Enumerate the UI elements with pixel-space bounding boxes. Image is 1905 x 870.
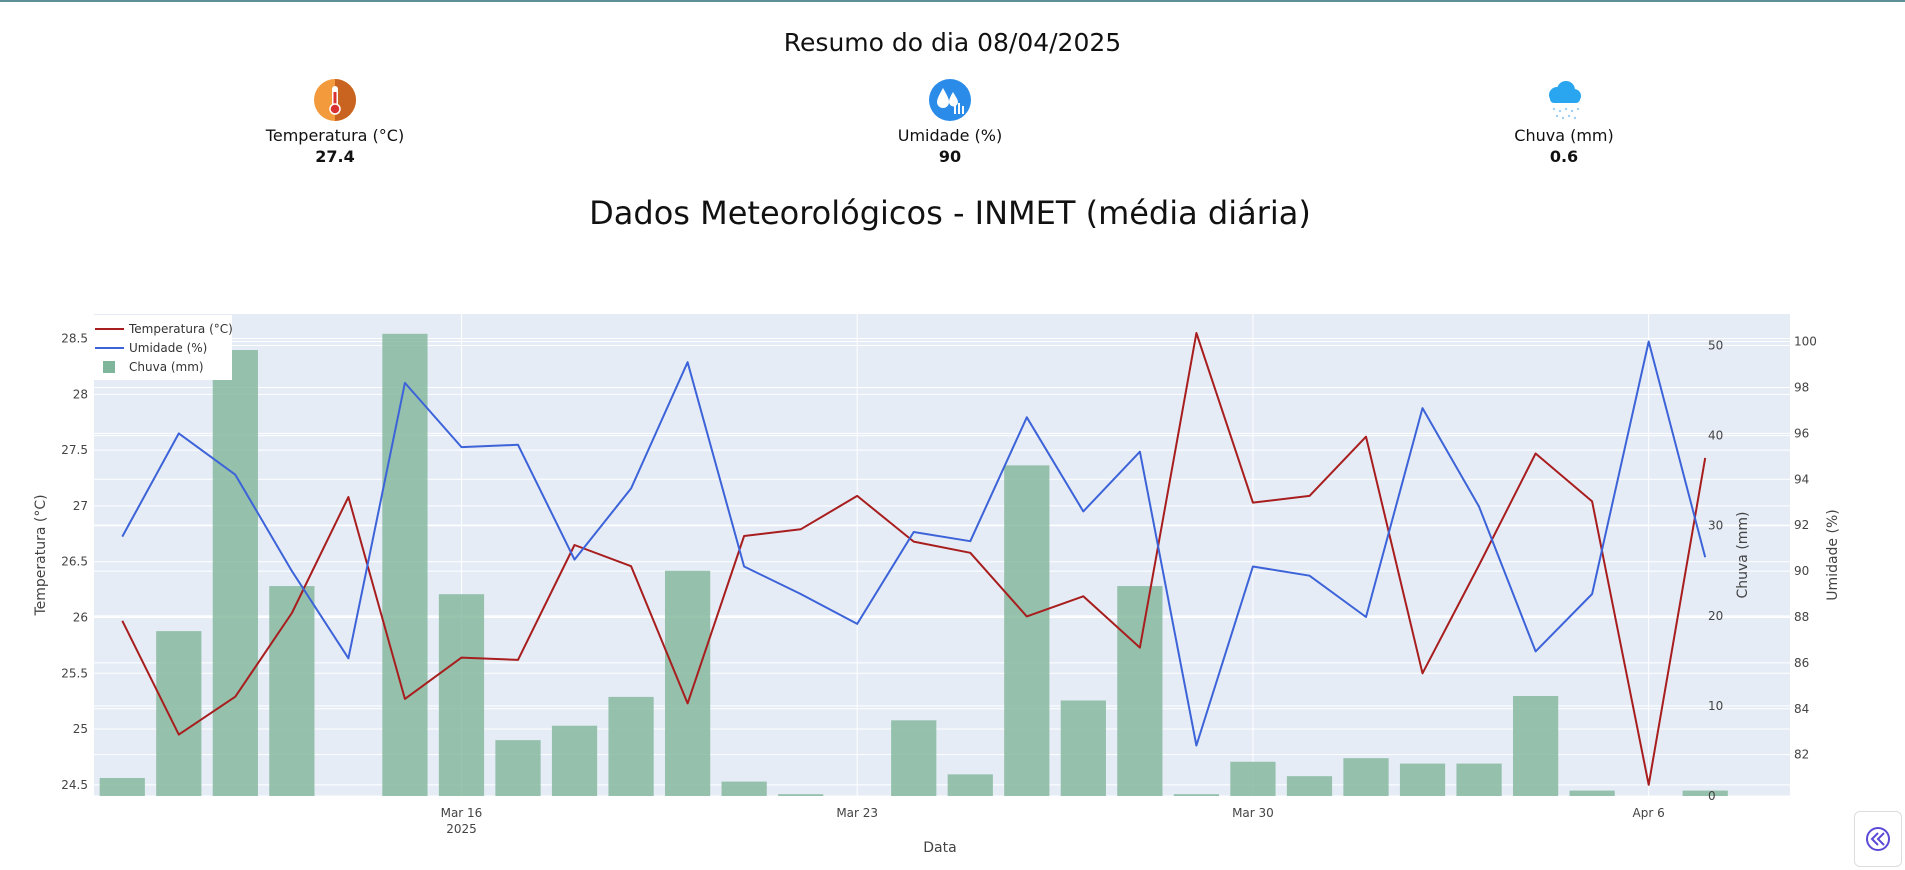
tick-label-humidity: 92 (1794, 518, 1809, 532)
metric-rain: Chuva (mm) 0.6 (1414, 78, 1714, 166)
tick-label-x: Apr 6 (1633, 806, 1665, 820)
tick-label-rain: 50 (1708, 339, 1723, 353)
x-axis-label: Data (923, 840, 956, 856)
tick-label-humidity: 100 (1794, 335, 1817, 349)
top-border (0, 0, 1905, 2)
rain-bar[interactable] (269, 586, 315, 796)
tick-label-humidity: 82 (1794, 748, 1809, 762)
summary-title: Resumo do dia 08/04/2025 (783, 28, 1122, 57)
series-lines (121, 332, 1707, 786)
temperature-line[interactable] (121, 332, 1707, 786)
rain-bar[interactable] (1456, 763, 1502, 796)
thermometer-icon (314, 79, 356, 121)
rain-bar[interactable] (1004, 465, 1050, 796)
tick-label-x: Mar 23 (836, 806, 878, 820)
tick-label-temperature: 24.5 (61, 778, 88, 792)
rain-bar[interactable] (664, 570, 711, 796)
rain-bar[interactable] (608, 696, 654, 796)
legend-item-temperature[interactable]: Temperatura (°C) (128, 322, 233, 336)
double-chevron-left-icon (1866, 827, 1890, 851)
rain-bar[interactable] (778, 794, 824, 796)
metric-rain-value: 0.6 (1549, 147, 1579, 166)
tick-label-rain: 20 (1708, 609, 1723, 623)
rain-bar[interactable] (1512, 695, 1559, 796)
tick-label-humidity: 86 (1794, 656, 1809, 670)
rain-bar[interactable] (99, 777, 145, 796)
axis-ticks: 24.5 25 25.5 26 26.5 27 27.5 28 28.5 0 10 20 30 40 50 8… (61, 332, 1817, 836)
rain-bar[interactable] (891, 720, 937, 796)
metric-humidity: Umidade (%) 90 (800, 78, 1100, 166)
tick-label-temperature: 28 (73, 387, 88, 401)
rain-bar[interactable] (156, 631, 202, 796)
rain-bar[interactable] (382, 333, 428, 796)
rain-bar[interactable] (1230, 761, 1276, 796)
tick-label-humidity: 94 (1794, 472, 1809, 486)
rain-bar[interactable] (1399, 763, 1446, 796)
rain-bar[interactable] (721, 781, 767, 796)
grid-lines (94, 314, 1790, 797)
tick-label-rain: 40 (1708, 429, 1723, 443)
collapse-sidebar-button[interactable] (1854, 811, 1902, 867)
rain-bar[interactable] (1286, 776, 1333, 796)
y-axis-label-temperature: Temperatura (°C) (33, 494, 49, 616)
rain-bar[interactable] (551, 725, 598, 796)
metric-humidity-label: Umidade (%) (897, 126, 1003, 145)
tick-label-temperature: 28.5 (61, 332, 88, 346)
rain-bar[interactable] (947, 774, 993, 796)
rain-bar[interactable] (495, 740, 541, 796)
metric-rain-label: Chuva (mm) (1514, 126, 1614, 145)
tick-label-temperature: 26 (73, 610, 88, 624)
y-axis-label-humidity: Umidade (%) (1825, 509, 1841, 600)
tick-label-humidity: 90 (1794, 564, 1809, 578)
tick-sublabel-x: 2025 (446, 822, 477, 836)
tick-label-temperature: 25.5 (61, 666, 88, 680)
rain-bar[interactable] (1117, 586, 1163, 796)
humidity-line[interactable] (121, 340, 1707, 747)
rain-bar[interactable] (1682, 790, 1728, 796)
tick-label-rain: 0 (1708, 789, 1716, 803)
chart-legend[interactable]: Temperatura (°C) Umidade (%) Chuva (mm) (92, 315, 233, 380)
rain-bar[interactable] (1569, 790, 1615, 796)
tick-label-humidity: 88 (1794, 610, 1809, 624)
chart-title: Dados Meteorológicos - INMET (média diár… (589, 194, 1311, 232)
rain-bars (99, 333, 1728, 796)
legend-item-rain[interactable]: Chuva (mm) (129, 360, 204, 374)
legend-swatch-rain (103, 361, 115, 373)
tick-label-rain: 10 (1708, 699, 1723, 713)
rain-bar[interactable] (1173, 794, 1220, 796)
tick-label-humidity: 96 (1794, 426, 1809, 440)
humidity-drops-icon (929, 79, 971, 121)
y-axis-label-rain: Chuva (mm) (1735, 511, 1751, 598)
legend-item-humidity[interactable]: Umidade (%) (129, 341, 207, 355)
tick-label-rain: 30 (1708, 519, 1723, 533)
tick-label-humidity: 98 (1794, 380, 1809, 394)
rain-bar[interactable] (1343, 758, 1389, 796)
rain-bar[interactable] (1060, 700, 1106, 796)
tick-label-temperature: 27 (73, 499, 88, 513)
rain-bar[interactable] (438, 594, 485, 796)
rain-bar[interactable] (212, 350, 258, 796)
metric-temperature: Temperatura (°C) 27.4 (185, 78, 485, 166)
tick-label-x: Mar 30 (1232, 806, 1274, 820)
tick-label-temperature: 26.5 (61, 555, 88, 569)
tick-label-x: Mar 16 (441, 806, 483, 820)
weather-chart: Dados Meteorológicos - INMET (média diár… (33, 194, 1841, 856)
tick-label-humidity: 84 (1794, 702, 1809, 716)
metric-temperature-value: 27.4 (315, 147, 355, 166)
metric-humidity-value: 90 (938, 147, 962, 166)
rain-cloud-icon (1549, 81, 1581, 120)
tick-label-temperature: 25 (73, 722, 88, 736)
tick-label-temperature: 27.5 (61, 443, 88, 457)
metric-temperature-label: Temperatura (°C) (265, 126, 405, 145)
